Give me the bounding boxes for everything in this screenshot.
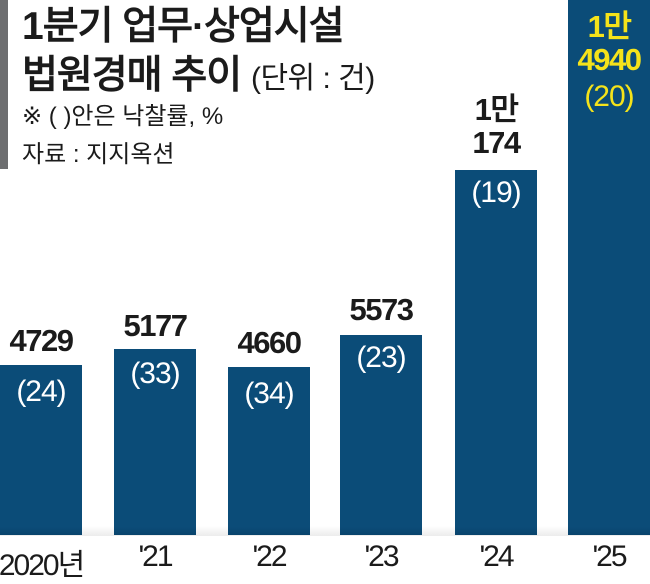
bar-rate-2020: (24): [16, 375, 66, 408]
base-shadow: [0, 526, 650, 536]
chart-title: 1분기 업무·상업시설 법원경매 추이 (단위 : 건): [22, 2, 375, 103]
bar-value-2022: 4660: [237, 325, 302, 360]
bar-value-2023: 5573: [349, 292, 414, 327]
bar-value-2024-line2: 174: [472, 125, 521, 160]
bar-value-2024-line1: 1만: [474, 92, 519, 127]
bar-value-2021: 5177: [123, 308, 188, 343]
bar-2021: (33): [114, 349, 196, 535]
title-line-1: 1분기 업무·상업시설: [22, 5, 345, 48]
x-label-2025: '25: [592, 540, 627, 573]
header-accent-bar: [0, 0, 8, 169]
bar-rate-2023: (23): [356, 341, 406, 374]
bar-value-2024: 1만 174: [436, 93, 556, 159]
x-label-2023: '23: [364, 540, 399, 573]
source-note: 자료 : 지지옥션: [22, 141, 175, 168]
bar-value-2025-line1: 1만: [587, 9, 632, 44]
bar-value-2025: 1만 4940: [549, 10, 650, 76]
bar-2022: (34): [228, 367, 310, 535]
bar-rate-2022: (34): [244, 377, 294, 410]
bar-rate-2025: (20): [584, 80, 634, 113]
bar-rate-2021: (33): [130, 357, 180, 390]
x-label-2020: 2020년: [0, 549, 85, 582]
bar-value-2025-line2: 4940: [577, 42, 642, 77]
x-label-2022: '22: [252, 540, 287, 573]
bar-2025: 1만 4940 (20): [568, 0, 650, 535]
unit-label: (단위 : 건): [250, 62, 375, 95]
x-label-2021: '21: [138, 540, 173, 573]
title-line-2: 법원경매 추이 (단위 : 건): [22, 54, 375, 97]
bar-value-2020: 4729: [9, 323, 74, 358]
bar-2023: (23): [340, 335, 422, 535]
bar-rate-2024: (19): [471, 176, 521, 209]
bar-2024: (19): [455, 170, 537, 535]
rate-note: ※ ( )안은 낙찰률, %: [22, 103, 224, 130]
bar-2020: (24): [0, 365, 82, 535]
x-label-2024: '24: [479, 540, 514, 573]
